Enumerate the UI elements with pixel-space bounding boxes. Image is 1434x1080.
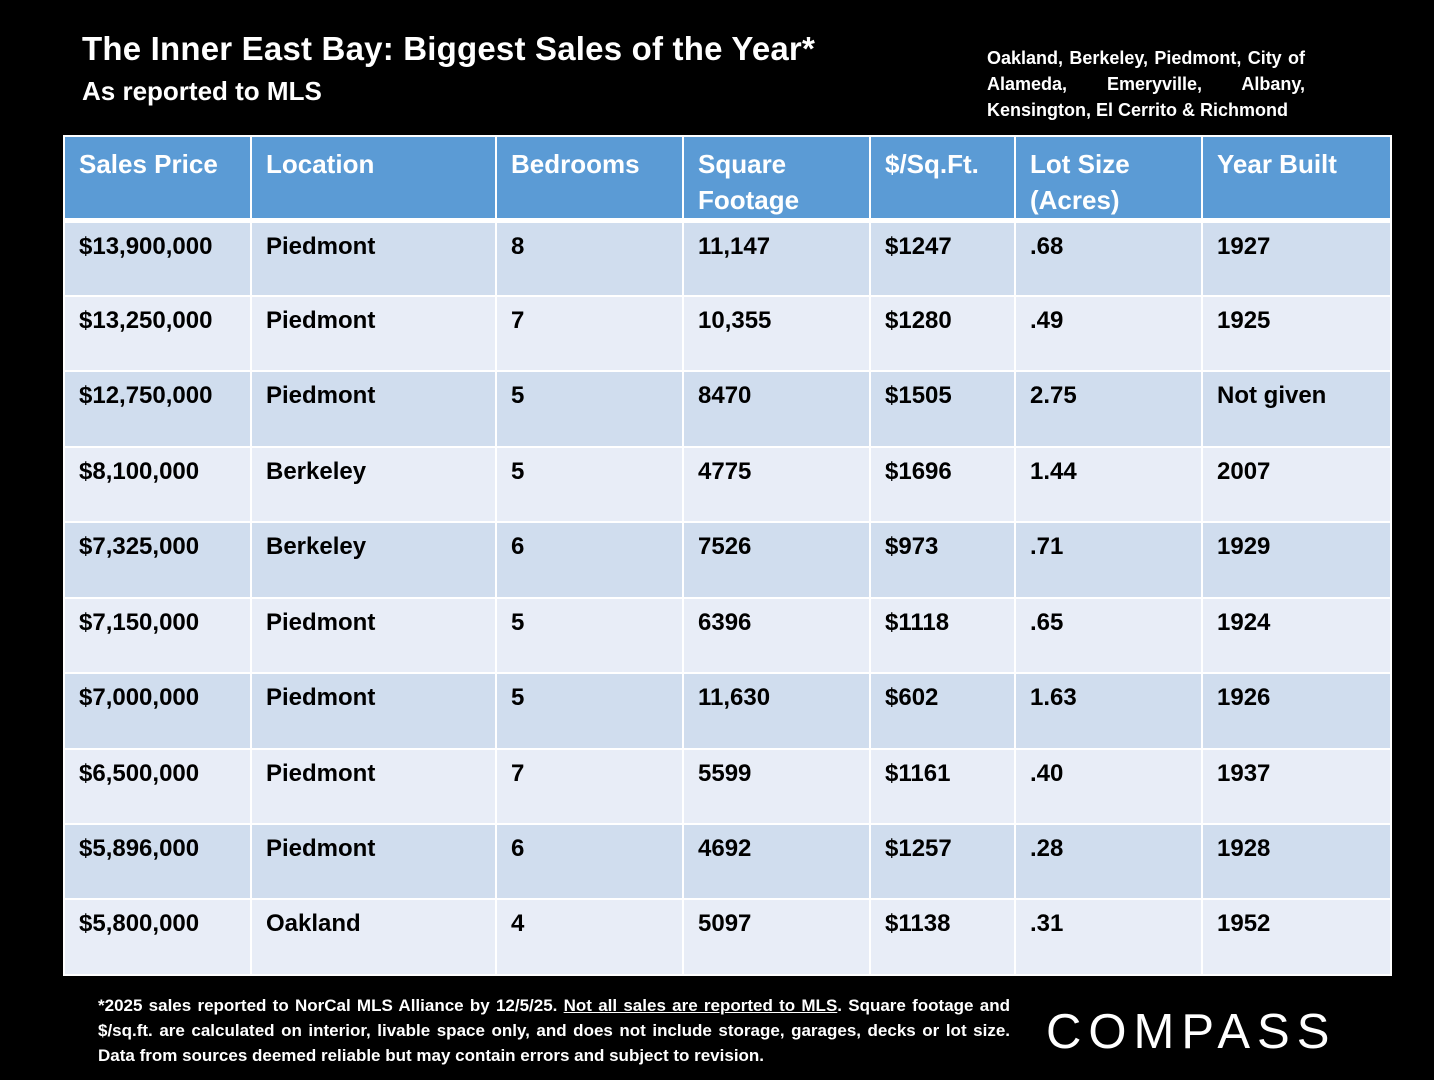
cell-square-footage: 8470 — [682, 370, 871, 448]
footnote-text: *2025 sales reported to NorCal MLS Allia… — [98, 996, 558, 1015]
cell-bedrooms: 7 — [495, 294, 684, 373]
cell-bedrooms: 5 — [495, 370, 684, 448]
cell-year-built: 1952 — [1201, 898, 1392, 976]
table-row: $7,325,000 Berkeley 6 7526 $973 .71 1929 — [63, 521, 1392, 599]
sales-table: Sales Price Location Bedrooms Square Foo… — [63, 135, 1392, 976]
cell-price-per-sqft: $1280 — [869, 294, 1016, 373]
cell-price-per-sqft: $1505 — [869, 370, 1016, 448]
cell-sales-price: $13,250,000 — [63, 294, 252, 373]
cell-square-footage: 4692 — [682, 822, 871, 901]
cell-lot-size: .65 — [1014, 596, 1203, 675]
table-row: $12,750,000 Piedmont 5 8470 $1505 2.75 N… — [63, 370, 1392, 448]
cell-square-footage: 6396 — [682, 596, 871, 675]
cell-location: Oakland — [250, 898, 497, 976]
cell-bedrooms: 8 — [495, 219, 684, 297]
cell-square-footage: 7526 — [682, 521, 871, 599]
cell-location: Piedmont — [250, 596, 497, 675]
header-lot-size: Lot Size (Acres) — [1014, 135, 1203, 223]
cell-sales-price: $12,750,000 — [63, 370, 252, 448]
header-square-footage: Square Footage — [682, 135, 871, 223]
cell-bedrooms: 7 — [495, 747, 684, 826]
table-row: $8,100,000 Berkeley 5 4775 $1696 1.44 20… — [63, 445, 1392, 524]
cell-lot-size: .28 — [1014, 822, 1203, 901]
cell-location: Piedmont — [250, 219, 497, 297]
cell-location: Piedmont — [250, 370, 497, 448]
cell-sales-price: $6,500,000 — [63, 747, 252, 826]
cell-square-footage: 10,355 — [682, 294, 871, 373]
table-row: $13,250,000 Piedmont 7 10,355 $1280 .49 … — [63, 294, 1392, 373]
cell-year-built: 1924 — [1201, 596, 1392, 675]
header-location: Location — [250, 135, 497, 223]
cell-square-footage: 5097 — [682, 898, 871, 976]
cell-lot-size: 2.75 — [1014, 370, 1203, 448]
cell-sales-price: $5,800,000 — [63, 898, 252, 976]
cell-year-built: 1937 — [1201, 747, 1392, 826]
cell-year-built: 1925 — [1201, 294, 1392, 373]
page-subtitle: As reported to MLS — [82, 76, 322, 106]
cell-square-footage: 5599 — [682, 747, 871, 826]
cell-lot-size: .49 — [1014, 294, 1203, 373]
cell-price-per-sqft: $1138 — [869, 898, 1016, 976]
header-sales-price: Sales Price — [63, 135, 252, 223]
cell-location: Berkeley — [250, 521, 497, 599]
cell-price-per-sqft: $1118 — [869, 596, 1016, 675]
cell-location: Piedmont — [250, 672, 497, 750]
cell-location: Piedmont — [250, 747, 497, 826]
cell-year-built: 1929 — [1201, 521, 1392, 599]
cell-lot-size: .31 — [1014, 898, 1203, 976]
table-header-row: Sales Price Location Bedrooms Square Foo… — [63, 135, 1392, 223]
cell-location: Piedmont — [250, 294, 497, 373]
table-row: $6,500,000 Piedmont 7 5599 $1161 .40 193… — [63, 747, 1392, 826]
cell-sales-price: $7,150,000 — [63, 596, 252, 675]
cell-year-built: 1926 — [1201, 672, 1392, 750]
table-row: $7,000,000 Piedmont 5 11,630 $602 1.63 1… — [63, 672, 1392, 750]
cell-location: Piedmont — [250, 822, 497, 901]
header-bedrooms: Bedrooms — [495, 135, 684, 223]
cell-year-built: 2007 — [1201, 445, 1392, 524]
cell-lot-size: 1.63 — [1014, 672, 1203, 750]
cell-price-per-sqft: $1257 — [869, 822, 1016, 901]
cell-bedrooms: 6 — [495, 822, 684, 901]
cell-price-per-sqft: $1161 — [869, 747, 1016, 826]
cell-bedrooms: 6 — [495, 521, 684, 599]
cell-location: Berkeley — [250, 445, 497, 524]
compass-logo: COMPASS — [1046, 1005, 1337, 1059]
cell-square-footage: 4775 — [682, 445, 871, 524]
cell-year-built: 1927 — [1201, 219, 1392, 297]
cell-sales-price: $7,325,000 — [63, 521, 252, 599]
cell-lot-size: .40 — [1014, 747, 1203, 826]
cell-sales-price: $5,896,000 — [63, 822, 252, 901]
cell-year-built: Not given — [1201, 370, 1392, 448]
cell-sales-price: $13,900,000 — [63, 219, 252, 297]
region-list: Oakland, Berkeley, Piedmont, City of Ala… — [987, 48, 1305, 120]
cell-sales-price: $7,000,000 — [63, 672, 252, 750]
cell-year-built: 1928 — [1201, 822, 1392, 901]
cell-price-per-sqft: $602 — [869, 672, 1016, 750]
cell-price-per-sqft: $973 — [869, 521, 1016, 599]
cell-bedrooms: 5 — [495, 596, 684, 675]
table-row: $13,900,000 Piedmont 8 11,147 $1247 .68 … — [63, 219, 1392, 297]
cell-price-per-sqft: $1696 — [869, 445, 1016, 524]
cell-square-footage: 11,147 — [682, 219, 871, 297]
cell-lot-size: .68 — [1014, 219, 1203, 297]
footnote-disclaimer: Not all sales are reported to MLS — [563, 996, 838, 1015]
cell-lot-size: 1.44 — [1014, 445, 1203, 524]
cell-square-footage: 11,630 — [682, 672, 871, 750]
table-row: $7,150,000 Piedmont 5 6396 $1118 .65 192… — [63, 596, 1392, 675]
cell-bedrooms: 5 — [495, 672, 684, 750]
cell-lot-size: .71 — [1014, 521, 1203, 599]
table-row: $5,896,000 Piedmont 6 4692 $1257 .28 192… — [63, 822, 1392, 901]
cell-bedrooms: 5 — [495, 445, 684, 524]
cell-sales-price: $8,100,000 — [63, 445, 252, 524]
footnote-text-rest: . Square footage and $/sq.ft. are calcul… — [98, 996, 1010, 1065]
cell-bedrooms: 4 — [495, 898, 684, 976]
header-price-per-sqft: $/Sq.Ft. — [869, 135, 1016, 223]
page-title: The Inner East Bay: Biggest Sales of the… — [82, 30, 816, 67]
cell-price-per-sqft: $1247 — [869, 219, 1016, 297]
table-row: $5,800,000 Oakland 4 5097 $1138 .31 1952 — [63, 898, 1392, 976]
header-year-built: Year Built — [1201, 135, 1392, 223]
footnote: *2025 sales reported to NorCal MLS Allia… — [98, 993, 1010, 1068]
